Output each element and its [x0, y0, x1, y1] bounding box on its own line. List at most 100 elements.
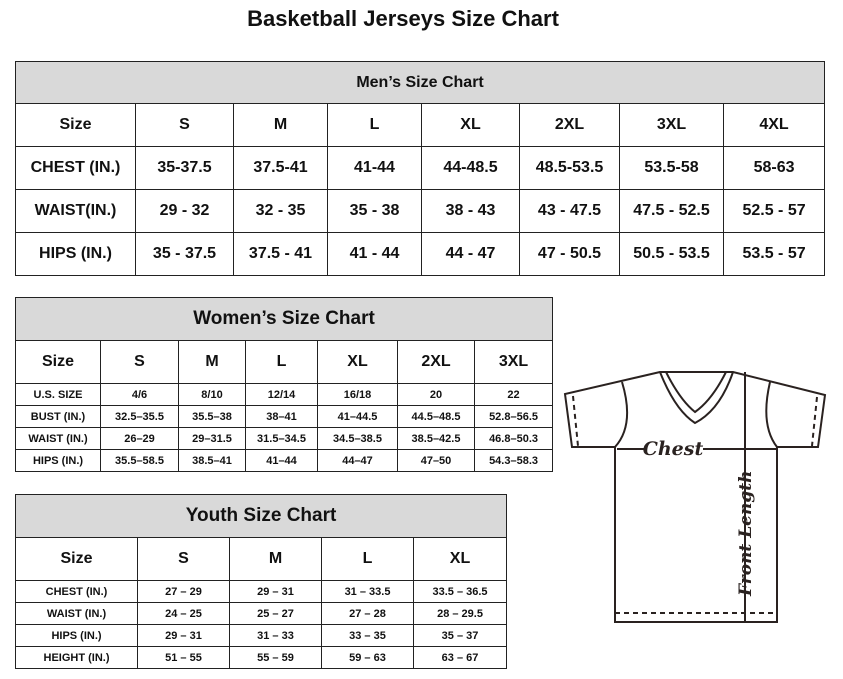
women-header-row: Size S M L XL 2XL 3XL	[15, 340, 554, 384]
table-cell: L	[321, 537, 414, 581]
table-cell: 3XL	[473, 340, 554, 384]
table-cell: 54.3–58.3	[473, 449, 554, 472]
table-cell: 35 - 37.5	[135, 232, 234, 276]
table-cell: 44 - 47	[421, 232, 520, 276]
table-cell: 22	[473, 383, 554, 406]
table-row: WAIST (IN.) 24 – 25 25 – 27 27 – 28 28 – 29.…	[15, 602, 508, 625]
table-row: WAIST (IN.) 26–29 29–31.5 31.5–34.5 34.5–38.…	[15, 427, 554, 450]
table-cell: 32.5–35.5	[100, 405, 179, 428]
table-cell: 53.5-58	[619, 146, 724, 190]
table-cell: 29–31.5	[178, 427, 246, 450]
row-label: HEIGHT (IN.)	[15, 646, 138, 669]
table-cell: M	[229, 537, 322, 581]
table-cell: 38 - 43	[421, 189, 520, 233]
row-label: HIPS (IN.)	[15, 232, 136, 276]
womens-table-title: Women’s Size Chart	[14, 297, 554, 341]
table-cell: XL	[412, 537, 508, 581]
table-cell: 29 - 32	[135, 189, 234, 233]
table-cell: 24 – 25	[137, 602, 230, 625]
table-cell: 41 - 44	[327, 232, 422, 276]
table-cell: 8/10	[178, 383, 246, 406]
mens-size-table: Men’s Size Chart Size S M L XL 2XL 3XL 4XL CHEST …	[14, 61, 826, 276]
table-cell: 52.8–56.5	[473, 405, 554, 428]
men-header-row: Size S M L XL 2XL 3XL 4XL	[15, 103, 826, 147]
table-row: U.S. SIZE 4/6 8/10 12/14 16/18 20 22	[15, 383, 554, 406]
table-cell: 41–44	[245, 449, 318, 472]
table-cell: 41-44	[327, 146, 422, 190]
row-label: WAIST (IN.)	[15, 427, 101, 450]
collar	[659, 371, 734, 425]
table-row: WAIST(IN.) 29 - 32 32 - 35 35 - 38 38 - 43 43…	[15, 189, 826, 233]
table-cell: L	[245, 340, 318, 384]
table-cell: 38.5–42.5	[397, 427, 475, 450]
table-cell: XL	[317, 340, 398, 384]
table-cell: L	[327, 103, 422, 147]
table-cell: 31.5–34.5	[245, 427, 318, 450]
table-cell: 29 – 31	[229, 580, 322, 603]
table-cell: 2XL	[397, 340, 475, 384]
table-cell: 32 - 35	[233, 189, 328, 233]
table-cell: 37.5 - 41	[233, 232, 328, 276]
table-cell: 37.5-41	[233, 146, 328, 190]
table-cell: 44.5–48.5	[397, 405, 475, 428]
table-cell: M	[233, 103, 328, 147]
table-row: HIPS (IN.) 35.5–58.5 38.5–41 41–44 44–47 47–5…	[15, 449, 554, 472]
table-cell: 29 – 31	[137, 624, 230, 647]
row-label: U.S. SIZE	[15, 383, 101, 406]
table-cell: 35 - 38	[327, 189, 422, 233]
row-label: WAIST(IN.)	[15, 189, 136, 233]
table-row: CHEST (IN.) 27 – 29 29 – 31 31 – 33.5 33.5 –…	[15, 580, 508, 603]
table-cell: 4XL	[722, 103, 826, 147]
table-cell: XL	[421, 103, 520, 147]
table-cell: 41–44.5	[317, 405, 398, 428]
jersey-measurement-diagram: Chest Front Length	[563, 371, 827, 623]
table-cell: S	[137, 537, 230, 581]
table-row: CHEST (IN.) 35-37.5 37.5-41 41-44 44-48.5 48.…	[15, 146, 826, 190]
table-cell: 48.5-53.5	[519, 146, 620, 190]
youth-table-title: Youth Size Chart	[14, 494, 508, 538]
table-cell: 35.5–38	[178, 405, 246, 428]
row-label: Size	[15, 103, 136, 147]
table-row: HEIGHT (IN.) 51 – 55 55 – 59 59 – 63 63 – 67	[15, 646, 508, 669]
row-label: HIPS (IN.)	[15, 449, 101, 472]
table-cell: 47.5 - 52.5	[619, 189, 724, 233]
table-cell: M	[178, 340, 246, 384]
youth-size-table: Youth Size Chart Size S M L XL CHEST (IN.) 27 –…	[14, 494, 508, 669]
table-cell: 35.5–58.5	[100, 449, 179, 472]
table-cell: 44-48.5	[421, 146, 520, 190]
table-cell: 38–41	[245, 405, 318, 428]
mens-table-title: Men’s Size Chart	[14, 61, 826, 104]
table-cell: 27 – 28	[321, 602, 414, 625]
table-cell: 46.8–50.3	[473, 427, 554, 450]
table-cell: 50.5 - 53.5	[619, 232, 724, 276]
row-label: CHEST (IN.)	[15, 146, 136, 190]
table-cell: 63 – 67	[412, 646, 508, 669]
table-cell: 20	[397, 383, 475, 406]
table-cell: 59 – 63	[321, 646, 414, 669]
row-label: HIPS (IN.)	[15, 624, 138, 647]
table-cell: 3XL	[619, 103, 724, 147]
table-cell: 31 – 33.5	[321, 580, 414, 603]
table-cell: 55 – 59	[229, 646, 322, 669]
table-cell: 44–47	[317, 449, 398, 472]
front-length-label: Front Length	[736, 471, 756, 597]
table-cell: 27 – 29	[137, 580, 230, 603]
table-cell: 33 – 35	[321, 624, 414, 647]
table-row: HIPS (IN.) 35 - 37.5 37.5 - 41 41 - 44 44 - …	[15, 232, 826, 276]
table-cell: 51 – 55	[137, 646, 230, 669]
table-cell: S	[135, 103, 234, 147]
table-row: HIPS (IN.) 29 – 31 31 – 33 33 – 35 35 – 37	[15, 624, 508, 647]
table-row: BUST (IN.) 32.5–35.5 35.5–38 38–41 41–44.5 44…	[15, 405, 554, 428]
table-cell: 52.5 - 57	[722, 189, 826, 233]
table-cell: 31 – 33	[229, 624, 322, 647]
table-cell: 28 – 29.5	[412, 602, 508, 625]
row-label: BUST (IN.)	[15, 405, 101, 428]
row-label: Size	[15, 340, 101, 384]
table-cell: 47–50	[397, 449, 475, 472]
womens-size-table: Women’s Size Chart Size S M L XL 2XL 3XL U.S. SI…	[14, 297, 554, 472]
jersey-outline	[563, 371, 827, 623]
table-cell: 43 - 47.5	[519, 189, 620, 233]
page-title: Basketball Jerseys Size Chart	[247, 6, 559, 31]
table-cell: 4/6	[100, 383, 179, 406]
youth-header-row: Size S M L XL	[15, 537, 508, 581]
